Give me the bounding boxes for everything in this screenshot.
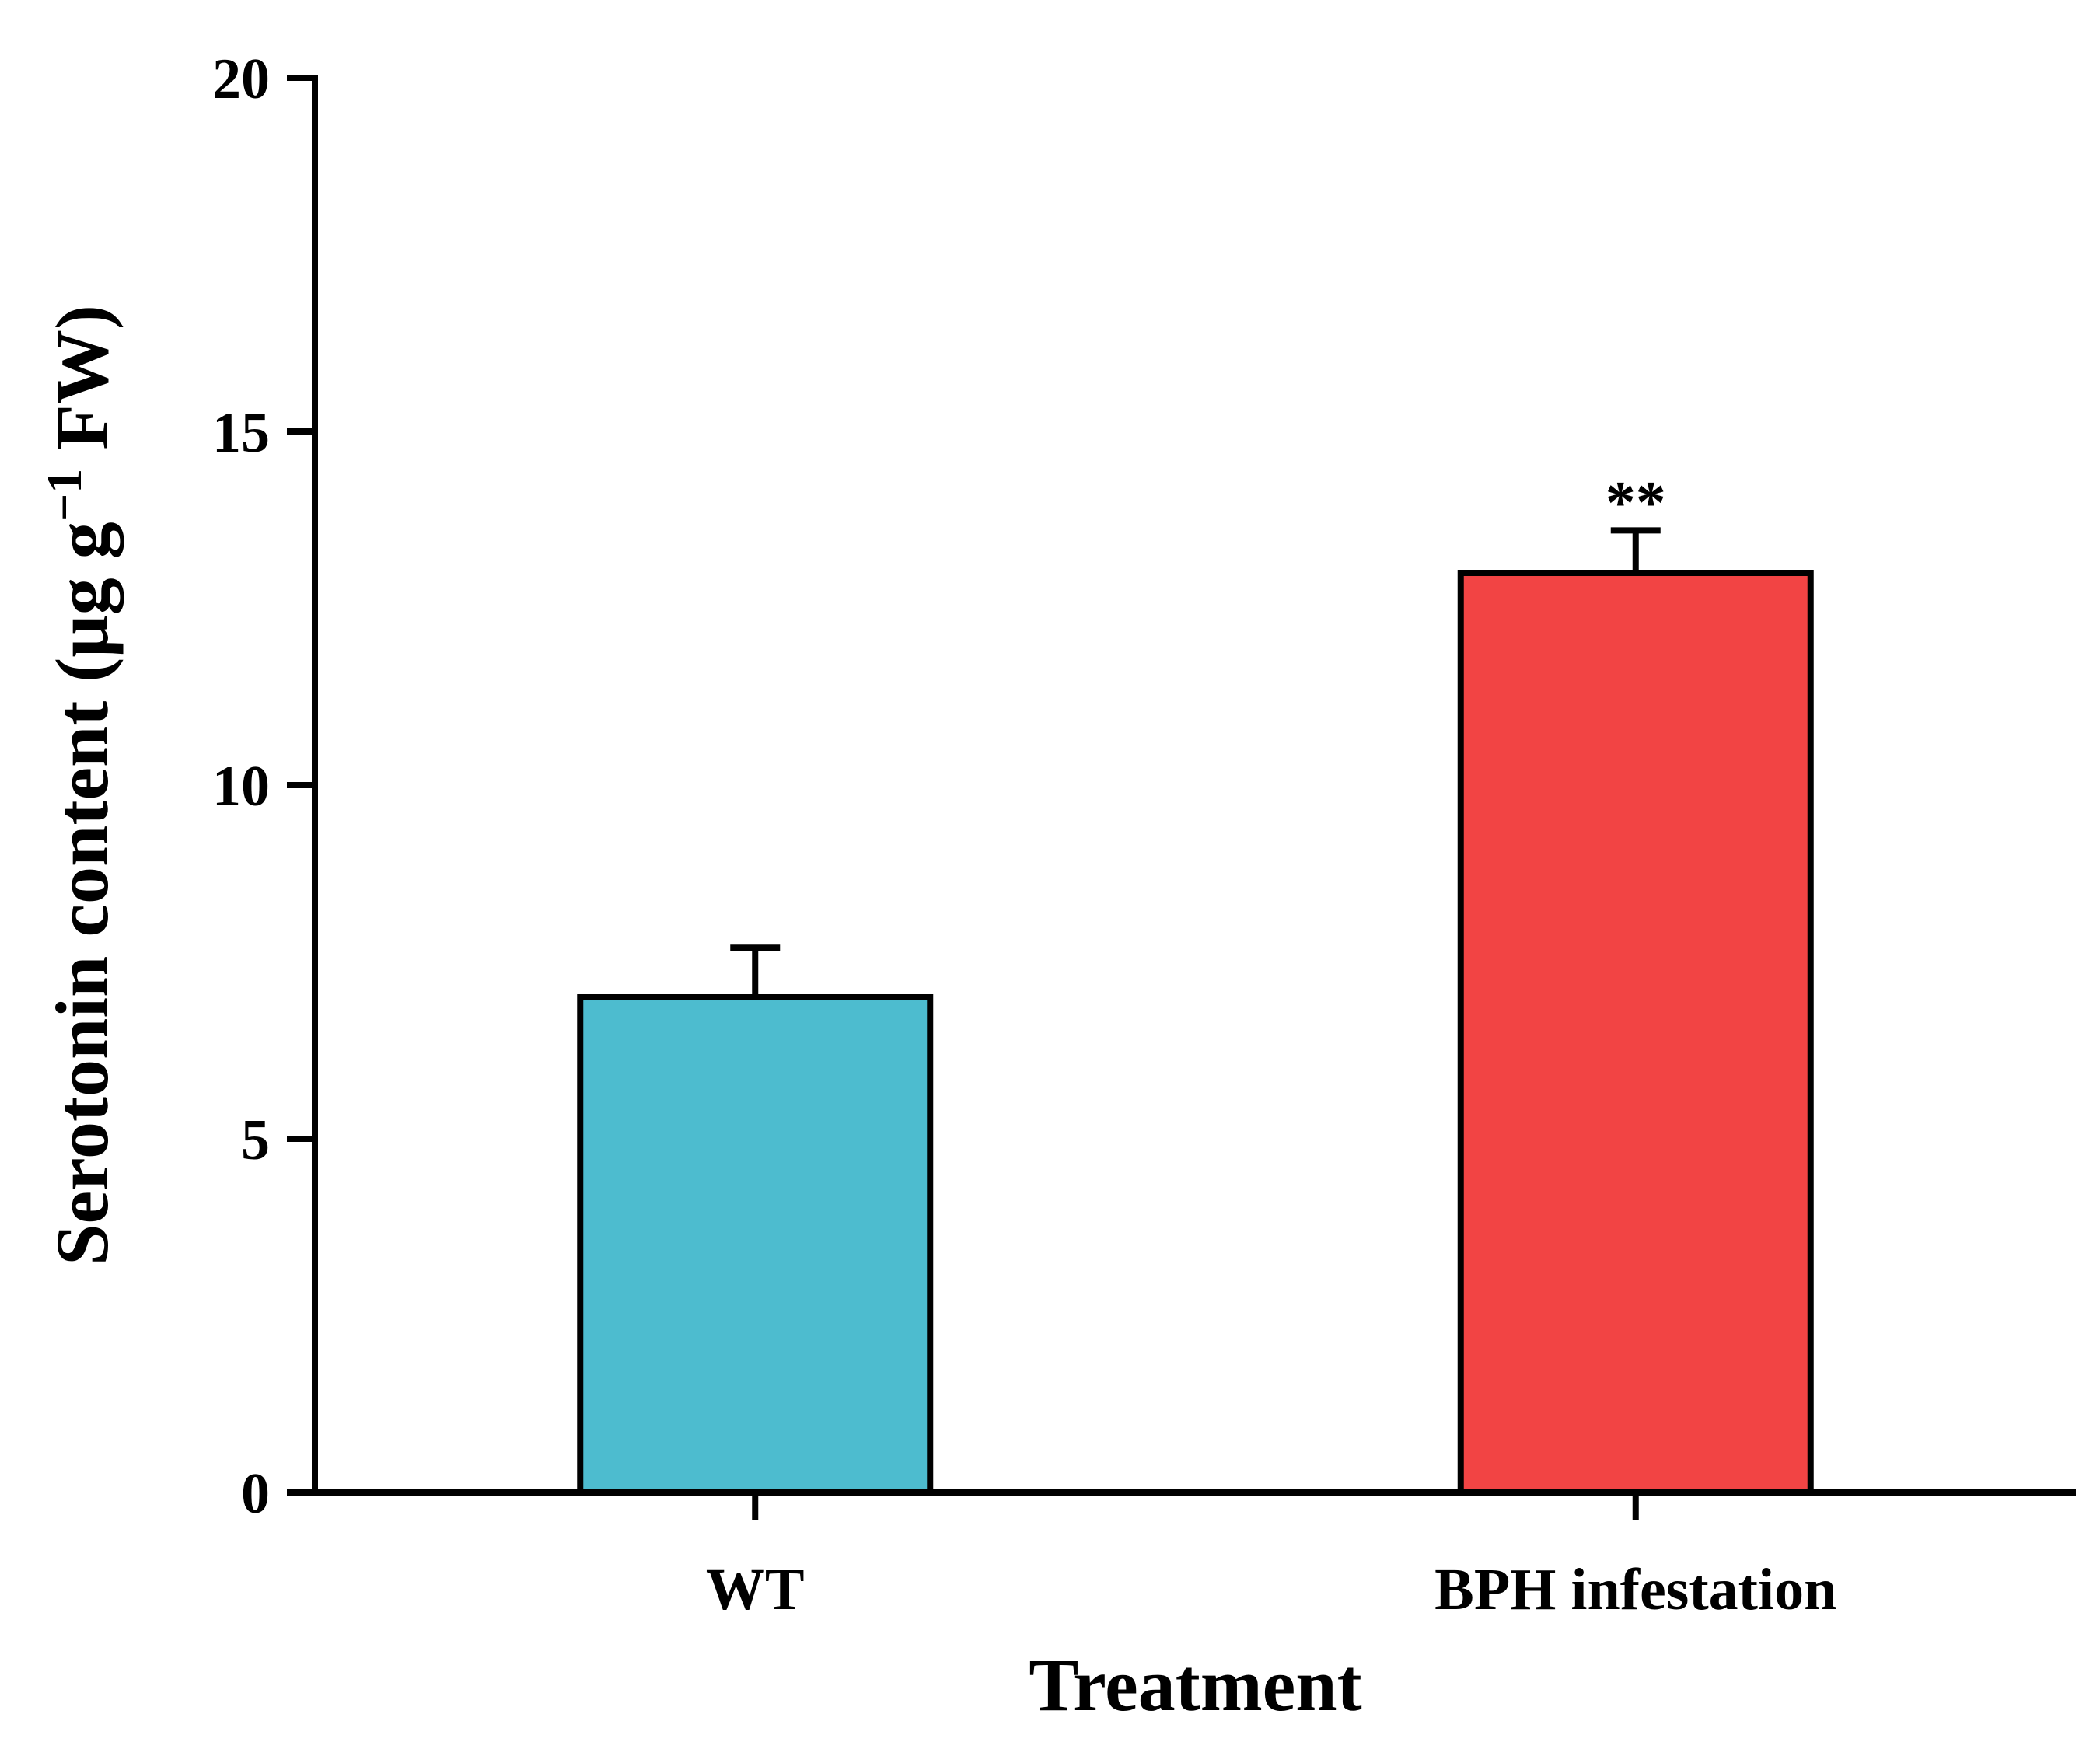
bar-wt	[577, 994, 934, 1496]
x-category-label: BPH infestation	[1434, 1557, 1836, 1622]
y-tick-label: 15	[212, 401, 270, 465]
y-tick-label: 5	[241, 1108, 270, 1172]
y-axis-title-main: Serotonin content (μg g	[40, 522, 124, 1265]
y-tick-label: 0	[241, 1462, 270, 1526]
y-tick-label: 10	[212, 755, 270, 819]
x-ticks-layer: WT BPH infestation	[706, 1492, 1836, 1622]
y-axis-title-suffix: FW)	[40, 305, 124, 469]
bar-bph-infestation	[1457, 570, 1814, 1496]
y-ticks-layer: 0 5 10 15 20	[212, 47, 315, 1526]
significance-marker: **	[1606, 468, 1666, 536]
y-axis-title: Serotonin content (μg g−1 FW)	[37, 305, 124, 1265]
y-tick-label: 20	[212, 47, 270, 111]
x-category-label: WT	[706, 1557, 805, 1622]
bars-layer	[577, 570, 1814, 1496]
x-axis-title: Treatment	[1029, 1643, 1361, 1726]
error-bars-layer: **	[730, 468, 1666, 997]
y-axis-title-superscript: −1	[37, 469, 92, 522]
